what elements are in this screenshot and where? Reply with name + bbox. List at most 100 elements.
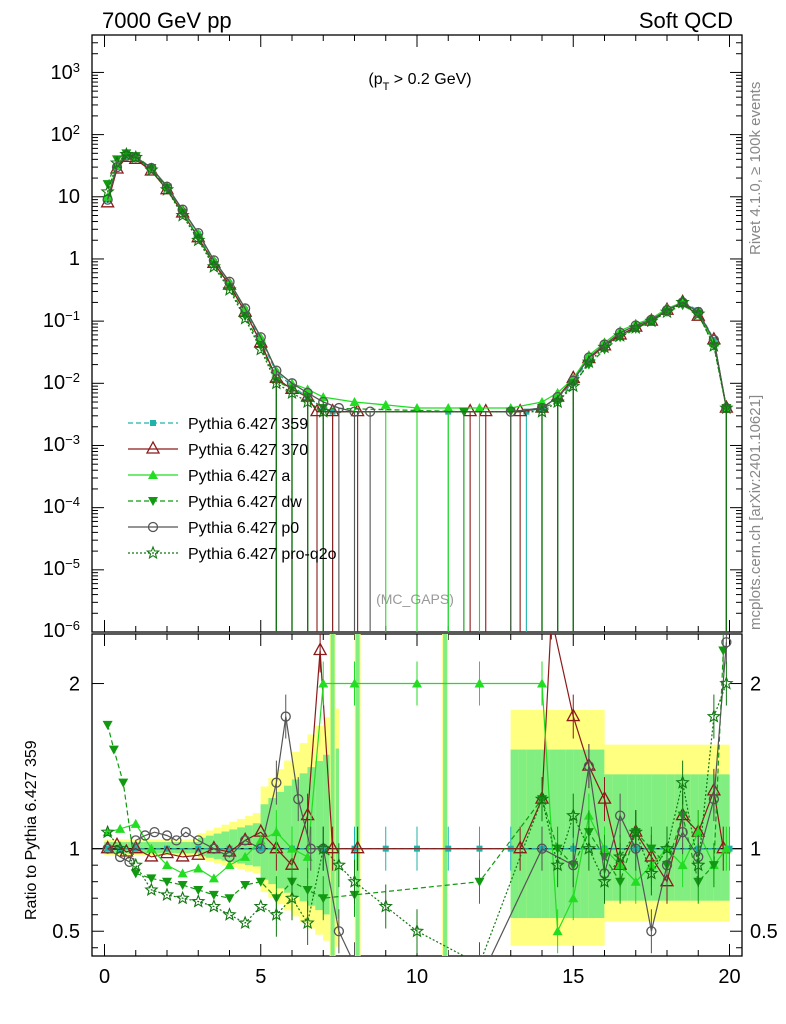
ratio-series-group xyxy=(100,610,734,956)
ratio-y-tick-label-right: 0.5 xyxy=(750,921,778,943)
main-marker-sa xyxy=(380,399,391,409)
ratio-marker-sdw xyxy=(240,880,251,890)
y-tick-1e-6: 10−6 xyxy=(43,618,80,643)
ratio-marker-spro xyxy=(628,824,643,839)
ratio-marker-sa xyxy=(193,863,204,873)
ratio-band-green xyxy=(510,749,519,919)
main-marker-spro xyxy=(284,385,300,400)
main-marker-spro xyxy=(269,375,284,390)
ratio-marker-sp0 xyxy=(124,856,135,868)
ratio-marker-sdw xyxy=(146,874,157,884)
ratio-marker-spro xyxy=(347,874,362,888)
main-marker-spro xyxy=(691,306,706,321)
ratio-marker-s370 xyxy=(513,840,528,854)
ratio-marker-sp0 xyxy=(677,827,688,838)
ratio-band-green xyxy=(190,842,199,854)
main-marker-sp0 xyxy=(505,406,516,417)
ratio-marker-s370 xyxy=(545,610,557,621)
ratio-y-tick-label-right: 2 xyxy=(750,674,761,696)
ratio-marker-s359 xyxy=(164,845,170,852)
ratio-marker-s370 xyxy=(144,848,159,862)
ratio-marker-spro xyxy=(581,841,597,855)
ratio-band-green xyxy=(596,749,605,919)
ratio-marker-spro xyxy=(409,923,425,938)
ratio-marker-sdw xyxy=(302,885,313,895)
ratio-marker-sp0 xyxy=(208,843,220,854)
ratio-marker-s370 xyxy=(597,790,612,804)
main-marker-sdw xyxy=(177,208,188,218)
ratio-marker-sa xyxy=(412,678,422,688)
ratio-marker-sa xyxy=(255,835,266,845)
main-marker-spro xyxy=(628,320,643,334)
legend-marker-s359 xyxy=(150,420,156,426)
ratio-band-gap-green xyxy=(355,634,360,956)
main-marker-spro xyxy=(566,378,581,393)
ratio-marker-s370 xyxy=(566,708,581,722)
ratio-marker-sa xyxy=(115,823,126,833)
ratio-band-green xyxy=(182,842,191,854)
ratio-marker-sp0 xyxy=(239,835,251,846)
main-marker-sp0 xyxy=(333,402,345,414)
main-marker-sp0 xyxy=(583,352,595,363)
ratio-marker-sp0 xyxy=(180,827,191,838)
ratio-band-green xyxy=(565,749,574,919)
main-marker-sdw xyxy=(130,152,141,162)
ratio-marker-s370 xyxy=(313,642,328,656)
legend-label-s359: Pythia 6.427 359 xyxy=(188,416,308,433)
ratio-marker-sa xyxy=(349,678,360,688)
ratio-y-tick-label: 1 xyxy=(69,839,80,861)
legend-label-sp0: Pythia 6.427 p0 xyxy=(188,520,299,537)
ratio-marker-sp0 xyxy=(708,793,720,805)
main-marker-spro xyxy=(675,294,690,309)
main-marker-s359 xyxy=(523,408,530,415)
ratio-marker-spro xyxy=(206,899,222,913)
ratio-band-green xyxy=(299,773,308,902)
main-marker-sp0 xyxy=(614,327,626,338)
y-tick-1e-3: 10−3 xyxy=(43,432,80,457)
ratio-band-green xyxy=(221,831,230,861)
ratio-marker-spro xyxy=(300,915,315,930)
ratio-marker-sa xyxy=(208,873,219,883)
ratio-band-green xyxy=(268,798,277,885)
ratio-marker-spro xyxy=(128,857,143,872)
ratio-marker-s370 xyxy=(222,843,237,857)
ratio-band-green xyxy=(159,842,168,854)
main-marker-sp0 xyxy=(224,276,235,287)
ratio-marker-sp0 xyxy=(139,830,151,841)
ratio-marker-s359 xyxy=(726,845,733,852)
legend-label-spro: Pythia 6.427 pro-q2o xyxy=(188,546,337,563)
legend: Pythia 6.427 359 Pythia 6.427 370 Pythia 6… xyxy=(128,416,337,563)
x-tick-label: 10 xyxy=(406,966,428,988)
ratio-band-green xyxy=(198,837,207,857)
ratio-line-sp0 xyxy=(107,642,727,956)
ratio-band-green xyxy=(291,779,300,898)
main-marker-sa xyxy=(443,403,454,413)
y-tick-1e1: 10 xyxy=(58,186,80,208)
main-marker-spro xyxy=(706,338,722,352)
ratio-marker-sa xyxy=(240,851,251,861)
main-marker-spro xyxy=(128,149,143,164)
rivet-version-label: Rivet 4.1.0, ≥ 100k events xyxy=(747,82,764,255)
main-marker-sp0 xyxy=(111,161,123,173)
ratio-band-green xyxy=(619,774,629,901)
ratio-marker-sp0 xyxy=(255,843,266,854)
ratio-marker-s370 xyxy=(128,840,143,854)
ratio-marker-sdw xyxy=(224,894,235,904)
main-marker-spro xyxy=(719,400,734,415)
ratio-band-green xyxy=(690,774,699,901)
ratio-marker-spro xyxy=(100,824,115,839)
ratio-band-gap-green xyxy=(443,634,448,956)
ratio-marker-sa xyxy=(630,876,641,886)
main-marker-spro xyxy=(597,339,612,354)
ratio-marker-sa xyxy=(162,860,172,870)
ratio-band-green xyxy=(643,774,652,901)
ratio-marker-sdw xyxy=(130,869,141,879)
ratio-marker-spro xyxy=(719,676,734,690)
ratio-marker-sp0 xyxy=(224,851,235,863)
main-marker-sp0 xyxy=(271,365,282,376)
ratio-band-green xyxy=(174,842,183,854)
main-line-s370 xyxy=(106,156,728,413)
y-tick-1e3: 103 xyxy=(51,60,80,85)
ratio-band-green xyxy=(143,842,152,854)
ratio-marker-spro xyxy=(331,857,347,872)
